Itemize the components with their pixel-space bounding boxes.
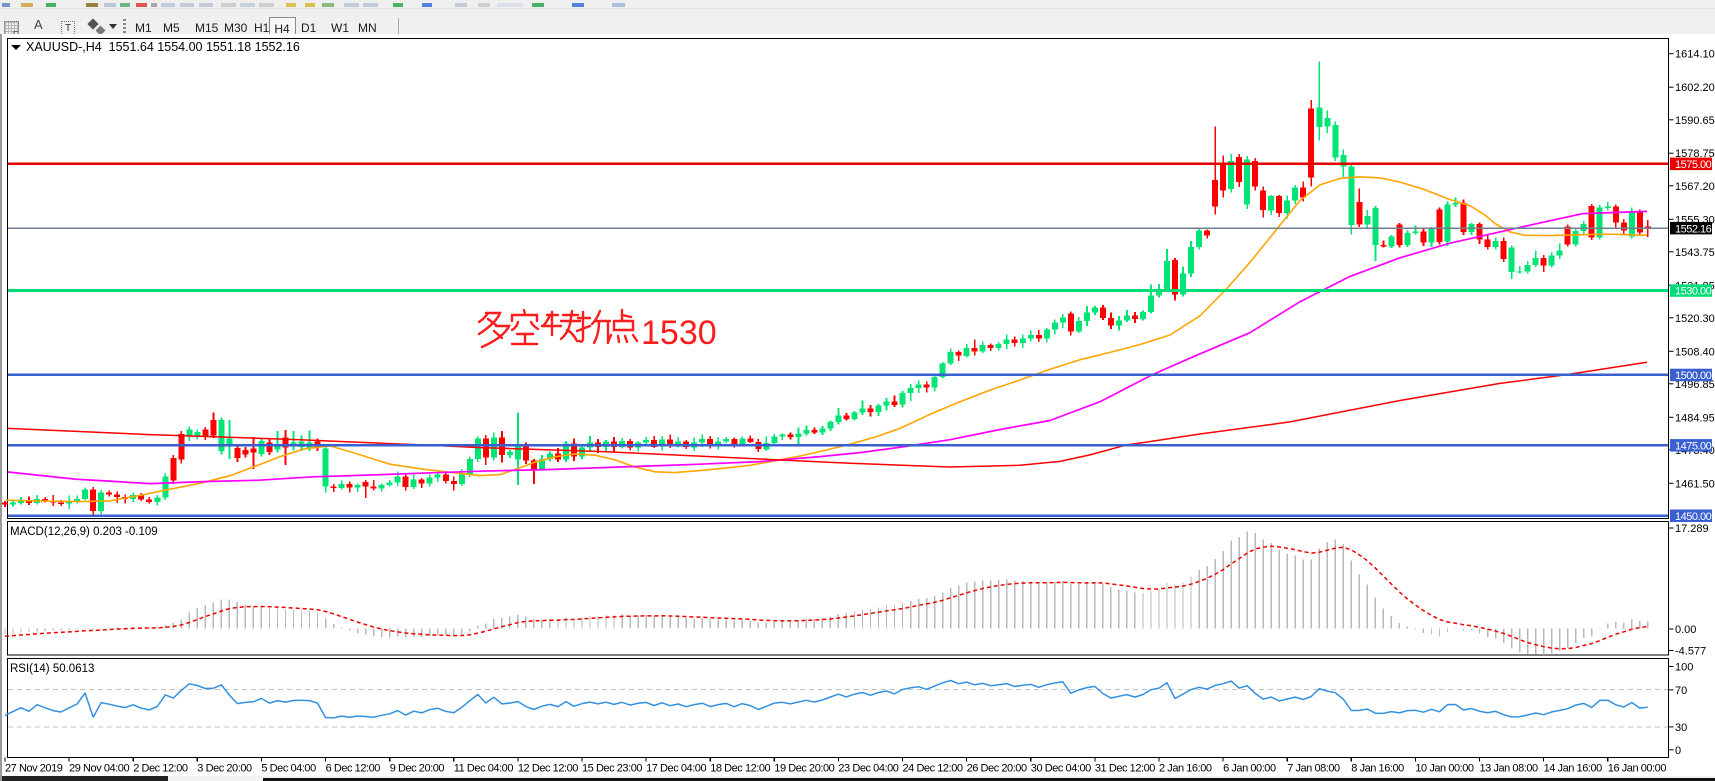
svg-text:MACD(12,26,9) 0.203 -0.109: MACD(12,26,9) 0.203 -0.109 xyxy=(10,526,158,538)
svg-text:16 Jan 00:00: 16 Jan 00:00 xyxy=(1608,763,1667,775)
svg-text:1496.85: 1496.85 xyxy=(1675,379,1715,391)
svg-text:1602.20: 1602.20 xyxy=(1675,82,1715,94)
svg-text:5 Dec 04:00: 5 Dec 04:00 xyxy=(261,763,316,775)
svg-text:3 Dec 20:00: 3 Dec 20:00 xyxy=(197,763,252,775)
svg-text:17.289: 17.289 xyxy=(1675,523,1709,535)
svg-text:29 Nov 04:00: 29 Nov 04:00 xyxy=(69,763,129,775)
svg-text:2 Jan 16:00: 2 Jan 16:00 xyxy=(1159,763,1212,775)
svg-text:15 Dec 23:00: 15 Dec 23:00 xyxy=(582,763,642,775)
svg-text:24 Dec 12:00: 24 Dec 12:00 xyxy=(903,763,963,775)
svg-text:31 Dec 12:00: 31 Dec 12:00 xyxy=(1095,763,1155,775)
svg-text:11 Dec 04:00: 11 Dec 04:00 xyxy=(454,763,514,775)
svg-text:RSI(14) 50.0613: RSI(14) 50.0613 xyxy=(10,663,94,675)
svg-text:1450.00: 1450.00 xyxy=(1675,511,1712,523)
svg-text:1543.75: 1543.75 xyxy=(1675,247,1715,259)
svg-text:10 Jan 00:00: 10 Jan 00:00 xyxy=(1415,763,1474,775)
svg-text:100: 100 xyxy=(1675,661,1693,673)
svg-text:30 Dec 04:00: 30 Dec 04:00 xyxy=(1031,763,1091,775)
svg-text:XAUUSD-,H4 1551.64 1554.00 15: XAUUSD-,H4 1551.64 1554.00 1551.18 1552.… xyxy=(26,40,300,54)
svg-text:1461.50: 1461.50 xyxy=(1675,478,1715,490)
svg-text:1578.75: 1578.75 xyxy=(1675,148,1715,160)
svg-text:9 Dec 20:00: 9 Dec 20:00 xyxy=(390,763,445,775)
svg-text:23 Dec 04:00: 23 Dec 04:00 xyxy=(838,763,898,775)
svg-text:1590.65: 1590.65 xyxy=(1675,115,1715,127)
svg-text:1484.95: 1484.95 xyxy=(1675,412,1715,424)
svg-text:70: 70 xyxy=(1675,685,1687,697)
svg-text:1508.40: 1508.40 xyxy=(1675,346,1715,358)
svg-text:1500.00: 1500.00 xyxy=(1675,370,1712,382)
svg-text:-4.577: -4.577 xyxy=(1675,646,1706,658)
svg-text:13 Jan 08:00: 13 Jan 08:00 xyxy=(1480,763,1539,775)
svg-text:27 Nov 2019: 27 Nov 2019 xyxy=(5,763,63,775)
svg-text:14 Jan 16:00: 14 Jan 16:00 xyxy=(1544,763,1603,775)
svg-text:1614.10: 1614.10 xyxy=(1675,49,1715,61)
svg-text:12 Dec 12:00: 12 Dec 12:00 xyxy=(518,763,578,775)
svg-text:26 Dec 20:00: 26 Dec 20:00 xyxy=(967,763,1027,775)
svg-text:18 Dec 12:00: 18 Dec 12:00 xyxy=(710,763,770,775)
svg-text:0: 0 xyxy=(1675,745,1681,757)
svg-text:1530.00: 1530.00 xyxy=(1675,286,1712,298)
svg-text:1520.30: 1520.30 xyxy=(1675,313,1715,325)
svg-text:1552.16: 1552.16 xyxy=(1675,223,1712,235)
svg-text:1575.00: 1575.00 xyxy=(1675,159,1712,171)
svg-text:30: 30 xyxy=(1675,722,1687,734)
svg-text:1475.00: 1475.00 xyxy=(1675,441,1712,453)
svg-text:0.00: 0.00 xyxy=(1675,624,1696,636)
svg-text:7 Jan 08:00: 7 Jan 08:00 xyxy=(1287,763,1340,775)
svg-text:6 Jan 00:00: 6 Jan 00:00 xyxy=(1223,763,1276,775)
svg-text:19 Dec 20:00: 19 Dec 20:00 xyxy=(774,763,834,775)
svg-text:6 Dec 12:00: 6 Dec 12:00 xyxy=(326,763,381,775)
svg-text:1530: 1530 xyxy=(641,314,717,352)
svg-text:1567.20: 1567.20 xyxy=(1675,181,1715,193)
svg-text:2 Dec 12:00: 2 Dec 12:00 xyxy=(133,763,188,775)
svg-text:17 Dec 04:00: 17 Dec 04:00 xyxy=(646,763,706,775)
svg-text:8 Jan 16:00: 8 Jan 16:00 xyxy=(1351,763,1404,775)
